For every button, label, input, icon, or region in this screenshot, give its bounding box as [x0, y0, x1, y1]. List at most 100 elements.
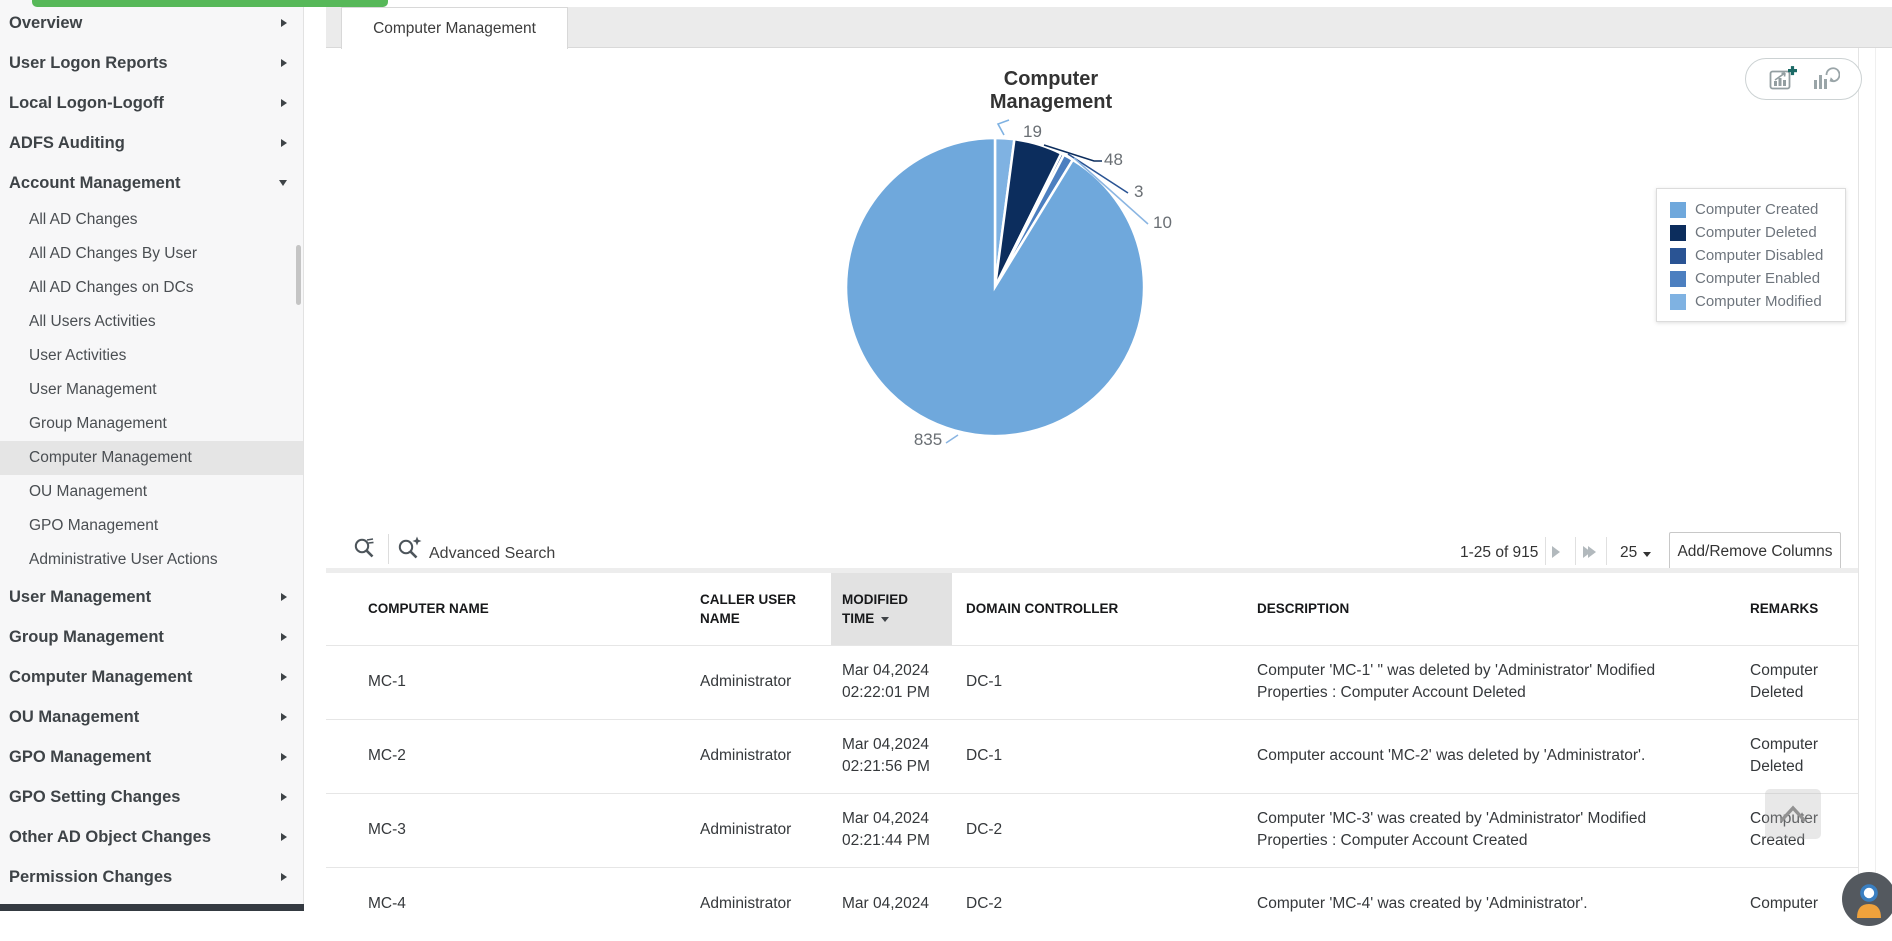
cell-remarks: Computer Deleted — [1742, 718, 1858, 793]
column-header-label: DOMAIN CONTROLLER — [966, 601, 1119, 617]
cell-text: Administrator — [700, 747, 792, 764]
chevron-right-icon — [281, 139, 287, 147]
legend-item-computer-deleted[interactable]: Computer Deleted — [1670, 221, 1835, 244]
next-page-icon — [1552, 546, 1560, 558]
assistant-avatar-button[interactable] — [1842, 872, 1892, 926]
tab-computer-management[interactable]: Computer Management — [341, 7, 568, 49]
sidebar-item-account-management[interactable]: Account Management — [0, 163, 303, 203]
cell-modified-time: Mar 04,2024 02:21:44 PM — [831, 792, 952, 867]
sidebar-item-other-ad-object-changes[interactable]: Other AD Object Changes — [0, 817, 303, 857]
cell-caller-user-name: Administrator — [700, 792, 831, 867]
report-table: COMPUTER NAME CALLER USER NAME MODIFIED TI… — [326, 573, 1858, 941]
sidebar-item-label: All AD Changes — [29, 211, 138, 228]
advanced-search-icon[interactable] — [397, 536, 425, 562]
content-right-border — [1858, 48, 1859, 911]
sidebar-item-all-users-activities[interactable]: All Users Activities — [0, 305, 303, 339]
last-page-icon — [1588, 546, 1596, 558]
column-header-label: CALLER USER NAME — [700, 591, 797, 626]
cell-text: DC-2 — [966, 895, 1003, 913]
legend-swatch — [1670, 201, 1686, 218]
cell-remarks: Computer Deleted — [1742, 644, 1858, 719]
legend-item-computer-enabled[interactable]: Computer Enabled — [1670, 267, 1835, 290]
add-chart-icon[interactable] — [1768, 65, 1798, 93]
column-header-label: REMARKS — [1750, 601, 1819, 617]
chevron-right-icon — [281, 793, 287, 801]
cell-text-line: 02:21:56 PM — [842, 758, 930, 775]
legend-swatch — [1670, 247, 1686, 264]
column-search-icon[interactable] — [353, 536, 379, 562]
cell-text: Mar 04,2024 02:22:01 PM — [842, 660, 940, 704]
add-remove-columns-button[interactable]: Add/Remove Columns — [1669, 532, 1841, 572]
cell-text: Mar 04,2024 — [842, 893, 940, 915]
sidebar-item-computer-management[interactable]: Computer Management — [0, 441, 303, 475]
column-header-remarks[interactable]: REMARKS — [1742, 573, 1858, 645]
cell-domain-controller: DC-1 — [952, 718, 1257, 793]
pie-slice-computer-created[interactable] — [844, 136, 1146, 438]
last-page-button[interactable] — [1583, 546, 1596, 558]
cell-remarks: Computer — [1742, 866, 1858, 941]
sidebar-item-user-activities[interactable]: User Activities — [0, 339, 303, 373]
cell-text-line: 02:21:44 PM — [842, 832, 930, 849]
sidebar-item-label: GPO Setting Changes — [9, 787, 181, 806]
cell-domain-controller: DC-1 — [952, 644, 1257, 719]
cell-text: DC-1 — [966, 673, 1003, 690]
sidebar-item-user-management[interactable]: User Management — [0, 373, 303, 407]
legend-label: Computer Disabled — [1695, 247, 1824, 264]
table-row-mc-4[interactable]: MC-4 Administrator Mar 04,2024 DC-2 Computer… — [326, 866, 1858, 941]
pagination-separator — [1545, 537, 1546, 565]
sidebar-item-overview[interactable]: Overview — [0, 3, 303, 43]
page-size-value: 25 — [1620, 544, 1638, 561]
legend-item-computer-modified[interactable]: Computer Modified — [1670, 290, 1835, 313]
cell-text-line: 02:22:01 PM — [842, 684, 930, 701]
cell-text-line: Mar 04,2024 — [842, 662, 930, 679]
chevron-up-icon — [1779, 805, 1807, 823]
sidebar-item-user-logon-reports[interactable]: User Logon Reports — [0, 43, 303, 83]
sidebar-scrollbar[interactable] — [296, 245, 301, 305]
column-header-modified-time[interactable]: MODIFIED TIME — [831, 573, 952, 645]
sidebar-item-user-management[interactable]: User Management — [0, 577, 303, 617]
sidebar-item-computer-management[interactable]: Computer Management — [0, 657, 303, 697]
legend-item-computer-created[interactable]: Computer Created — [1670, 198, 1835, 221]
advanced-search-link[interactable]: Advanced Search — [429, 545, 556, 562]
sidebar-item-all-ad-changes-by-user[interactable]: All AD Changes By User — [0, 237, 303, 271]
sidebar-item-local-logon-logoff[interactable]: Local Logon-Logoff — [0, 83, 303, 123]
last-page-icon — [1583, 546, 1591, 558]
chevron-right-icon — [281, 713, 287, 721]
table-row-mc-3[interactable]: MC-3 Administrator Mar 04,2024 02:21:44 PM D… — [326, 792, 1858, 867]
sidebar-item-label: GPO Management — [9, 747, 152, 766]
column-header-description[interactable]: DESCRIPTION — [1257, 573, 1742, 645]
page-size-dropdown[interactable]: 25 — [1620, 544, 1652, 562]
sidebar-item-ou-management[interactable]: OU Management — [0, 475, 303, 509]
refresh-chart-icon[interactable] — [1812, 65, 1840, 93]
sidebar-item-administrative-user-actions[interactable]: Administrative User Actions — [0, 543, 303, 577]
sidebar-item-permission-changes[interactable]: Permission Changes — [0, 857, 303, 897]
cell-text: Mar 04,2024 02:21:56 PM — [842, 734, 940, 778]
sidebar-item-group-management[interactable]: Group Management — [0, 407, 303, 441]
sidebar-item-label: All AD Changes By User — [29, 245, 197, 262]
column-header-domain-controller[interactable]: DOMAIN CONTROLLER — [952, 573, 1257, 645]
table-row-mc-2[interactable]: MC-2 Administrator Mar 04,2024 02:21:56 PM D… — [326, 718, 1858, 793]
table-row-mc-1[interactable]: MC-1 Administrator Mar 04,2024 02:22:01 PM D… — [326, 644, 1858, 719]
sidebar-item-all-ad-changes-on-dcs[interactable]: All AD Changes on DCs — [0, 271, 303, 305]
sidebar-item-gpo-setting-changes[interactable]: GPO Setting Changes — [0, 777, 303, 817]
sidebar-item-adfs-auditing[interactable]: ADFS Auditing — [0, 123, 303, 163]
sidebar-item-gpo-management[interactable]: GPO Management — [0, 509, 303, 543]
sidebar-item-label: All AD Changes on DCs — [29, 279, 194, 296]
sidebar-item-gpo-management[interactable]: GPO Management — [0, 737, 303, 777]
sidebar-item-ou-management[interactable]: OU Management — [0, 697, 303, 737]
legend-item-computer-disabled[interactable]: Computer Disabled — [1670, 244, 1835, 267]
toolbar-separator — [388, 534, 389, 564]
sidebar-item-label: Group Management — [29, 415, 167, 432]
cell-caller-user-name: Administrator — [700, 866, 831, 941]
sidebar-item-group-management[interactable]: Group Management — [0, 617, 303, 657]
chevron-right-icon — [281, 99, 287, 107]
sidebar-item-all-ad-changes[interactable]: All AD Changes — [0, 203, 303, 237]
next-page-button[interactable] — [1552, 546, 1560, 558]
column-header-computer-name[interactable]: COMPUTER NAME — [326, 573, 700, 645]
cell-description: Computer 'MC-3' was created by 'Administ… — [1257, 792, 1742, 867]
legend-label: Computer Modified — [1695, 293, 1822, 310]
sort-desc-icon — [881, 616, 890, 622]
scroll-to-top-button[interactable] — [1765, 789, 1821, 839]
legend-swatch — [1670, 270, 1686, 287]
column-header-caller-user-name[interactable]: CALLER USER NAME — [700, 573, 831, 645]
